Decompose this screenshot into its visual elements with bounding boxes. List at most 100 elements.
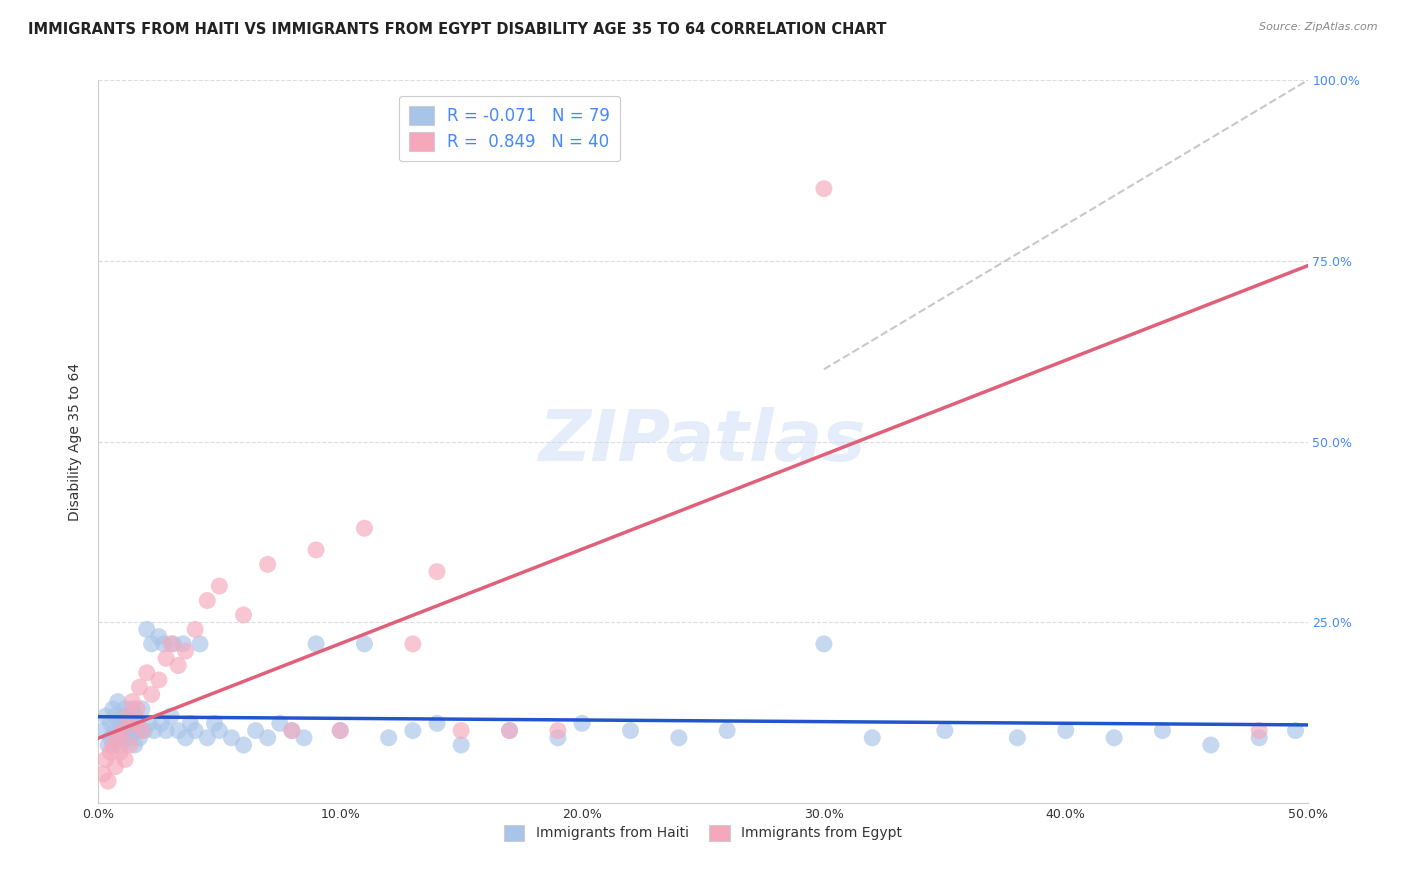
Point	[111, 723, 134, 738]
Point	[97, 738, 120, 752]
Point	[135, 623, 157, 637]
Point	[402, 723, 425, 738]
Point	[813, 637, 835, 651]
Point	[547, 723, 569, 738]
Point	[232, 738, 254, 752]
Point	[141, 687, 163, 701]
Point	[571, 716, 593, 731]
Point	[184, 623, 207, 637]
Point	[377, 731, 399, 745]
Point	[1152, 723, 1174, 738]
Point	[221, 731, 243, 745]
Point	[1284, 723, 1306, 738]
Point	[1249, 731, 1271, 745]
Point	[232, 607, 254, 622]
Point	[281, 723, 304, 738]
Point	[138, 716, 160, 731]
Point	[114, 752, 136, 766]
Point	[716, 723, 738, 738]
Point	[117, 709, 139, 723]
Point	[101, 702, 124, 716]
Point	[204, 716, 226, 731]
Point	[143, 723, 166, 738]
Point	[127, 702, 149, 716]
Point	[934, 723, 956, 738]
Point	[155, 723, 177, 738]
Legend: Immigrants from Haiti, Immigrants from Egypt: Immigrants from Haiti, Immigrants from E…	[498, 819, 908, 847]
Point	[104, 709, 127, 723]
Point	[1102, 731, 1125, 745]
Point	[402, 637, 425, 651]
Point	[117, 723, 139, 738]
Text: Source: ZipAtlas.com: Source: ZipAtlas.com	[1260, 22, 1378, 32]
Point	[450, 723, 472, 738]
Point	[188, 637, 211, 651]
Text: ZIPatlas: ZIPatlas	[540, 407, 866, 476]
Point	[121, 702, 143, 716]
Point	[329, 723, 352, 738]
Point	[174, 644, 197, 658]
Point	[329, 723, 352, 738]
Point	[167, 658, 190, 673]
Point	[305, 637, 328, 651]
Point	[118, 716, 141, 731]
Point	[256, 558, 278, 572]
Point	[860, 731, 883, 745]
Point	[813, 182, 835, 196]
Point	[91, 723, 114, 738]
Text: IMMIGRANTS FROM HAITI VS IMMIGRANTS FROM EGYPT DISABILITY AGE 35 TO 64 CORRELATI: IMMIGRANTS FROM HAITI VS IMMIGRANTS FROM…	[28, 22, 887, 37]
Point	[118, 731, 141, 745]
Point	[245, 723, 267, 738]
Point	[150, 716, 173, 731]
Point	[208, 579, 231, 593]
Point	[131, 702, 153, 716]
Point	[155, 651, 177, 665]
Point	[107, 731, 129, 745]
Point	[108, 716, 131, 731]
Point	[100, 716, 122, 731]
Point	[1007, 731, 1029, 745]
Point	[117, 709, 139, 723]
Point	[111, 709, 134, 723]
Point	[256, 731, 278, 745]
Point	[94, 752, 117, 766]
Point	[547, 731, 569, 745]
Point	[148, 673, 170, 687]
Point	[160, 637, 183, 651]
Point	[107, 731, 129, 745]
Point	[108, 745, 131, 759]
Point	[100, 731, 122, 745]
Point	[172, 637, 194, 651]
Point	[104, 760, 127, 774]
Point	[174, 731, 197, 745]
Point	[426, 716, 449, 731]
Point	[91, 767, 114, 781]
Point	[1054, 723, 1077, 738]
Point	[1249, 723, 1271, 738]
Point	[141, 637, 163, 651]
Point	[195, 731, 218, 745]
Point	[160, 709, 183, 723]
Point	[114, 702, 136, 716]
Point	[179, 716, 201, 731]
Point	[1199, 738, 1222, 752]
Point	[269, 716, 291, 731]
Point	[426, 565, 449, 579]
Point	[107, 695, 129, 709]
Point	[305, 542, 328, 557]
Point	[121, 695, 143, 709]
Point	[353, 637, 375, 651]
Point	[152, 637, 174, 651]
Point	[148, 630, 170, 644]
Point	[121, 723, 143, 738]
Point	[162, 637, 184, 651]
Point	[124, 716, 146, 731]
Point	[101, 738, 124, 752]
Point	[127, 716, 149, 731]
Point	[114, 716, 136, 731]
Point	[184, 723, 207, 738]
Point	[498, 723, 520, 738]
Point	[118, 738, 141, 752]
Point	[281, 723, 304, 738]
Point	[104, 723, 127, 738]
